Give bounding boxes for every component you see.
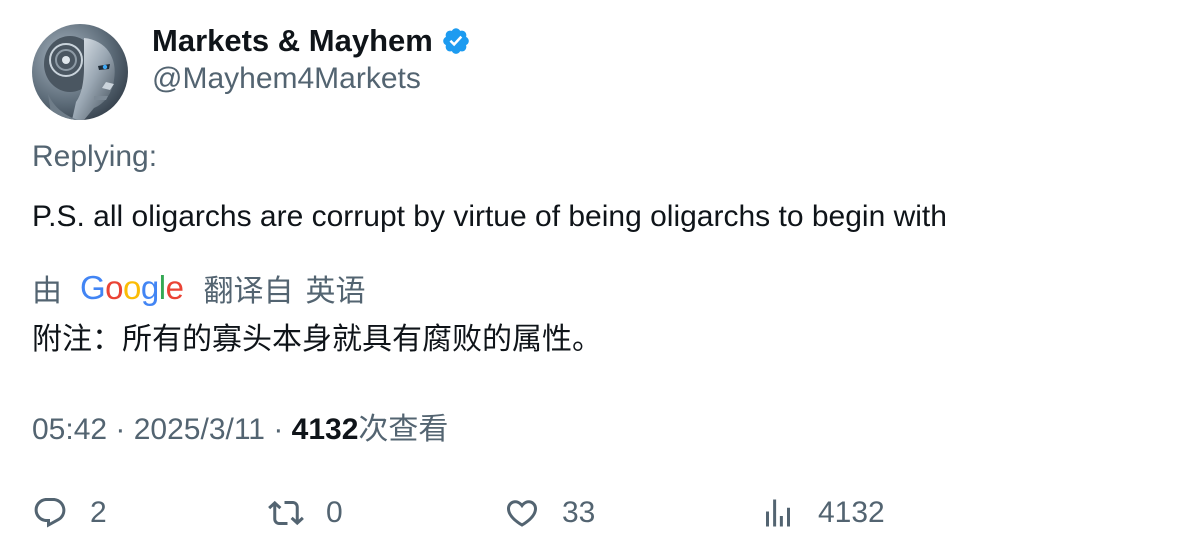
views-action-count: 4132 [818, 496, 885, 529]
translation-prefix: 由 [32, 275, 62, 308]
repost-button[interactable]: 0 [268, 488, 343, 538]
views-label: 次查看 [358, 413, 449, 446]
like-count: 33 [562, 496, 596, 529]
tweet-time[interactable]: 05:42 [32, 413, 108, 446]
author-handle[interactable]: @Mayhem4Markets [152, 62, 421, 95]
action-bar: 2 0 33 4132 [32, 488, 1172, 538]
reply-button[interactable]: 2 [32, 488, 107, 538]
like-button[interactable]: 33 [504, 488, 595, 538]
translation-suffix: 翻译自 [203, 275, 294, 308]
analytics-icon [766, 499, 790, 527]
robot-avatar-image [32, 24, 128, 120]
verified-badge-icon[interactable] [441, 26, 471, 56]
translation-source-language[interactable]: 英语 [305, 275, 366, 308]
author-name-row: Markets & Mayhem [152, 20, 471, 62]
views-count: 4132 [291, 413, 359, 446]
avatar[interactable] [32, 24, 128, 120]
meta-separator: · [107, 413, 134, 446]
tweet-date[interactable]: 2025/3/11 [133, 413, 265, 446]
author-display-name[interactable]: Markets & Mayhem [152, 23, 433, 58]
repost-icon [268, 500, 304, 526]
repost-count: 0 [326, 496, 343, 529]
reply-icon [34, 498, 66, 528]
translated-text: 附注：所有的寡头本身就具有腐败的属性。 [32, 323, 602, 356]
tweet-text: P.S. all oligarchs are corrupt by virtue… [32, 200, 947, 233]
reply-count: 2 [90, 496, 107, 529]
views-button[interactable]: 4132 [760, 488, 885, 538]
meta-separator-2: · [265, 413, 292, 446]
replying-label: Replying: [32, 140, 158, 173]
heart-icon [506, 500, 538, 527]
tweet-meta: 05:42 · 2025/3/11 · 4132次查看 [32, 404, 448, 448]
